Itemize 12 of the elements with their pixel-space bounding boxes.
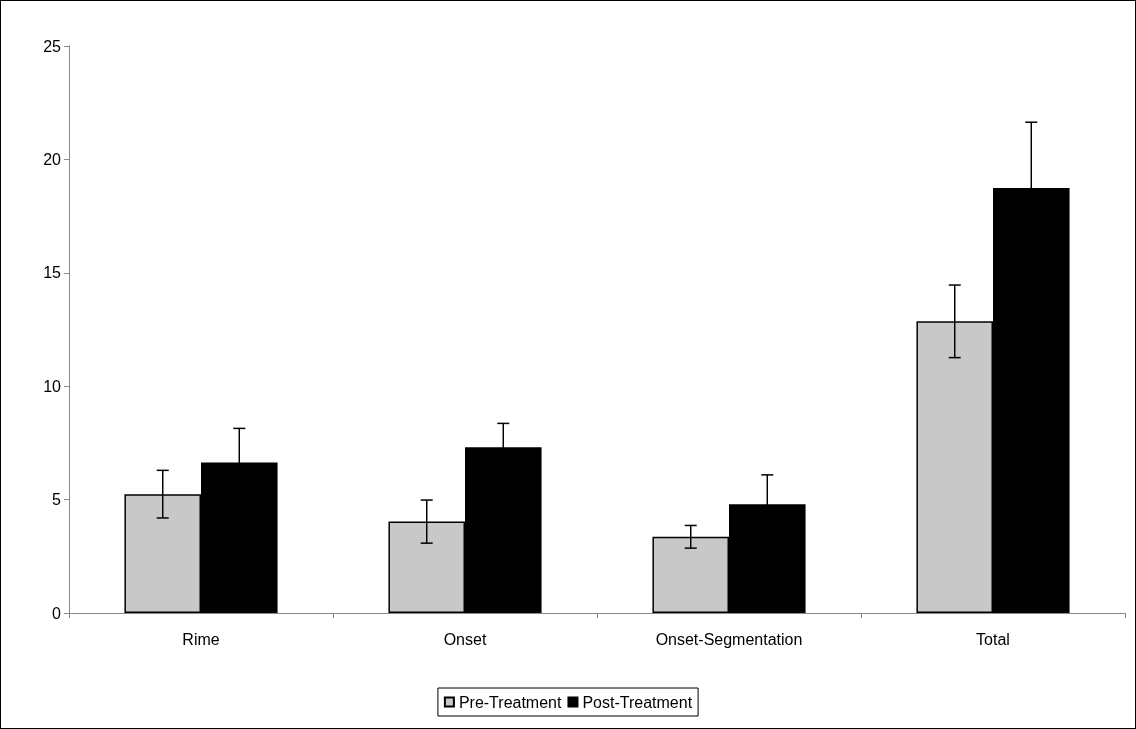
x-tick-label: Onset: [443, 630, 487, 648]
legend-label: Pre-Treatment: [458, 693, 562, 711]
y-tick-label: 20: [43, 150, 62, 168]
y-tick-label: 25: [43, 37, 62, 55]
y-tick-label: 10: [43, 377, 62, 395]
legend-label: Post-Treatment: [582, 693, 693, 711]
x-tick-label: Total: [976, 630, 1010, 648]
x-tick-label: Rime: [182, 630, 220, 648]
x-tick-label: Onset-Segmentation: [655, 630, 803, 648]
y-tick-label: 15: [43, 264, 62, 282]
y-tick-label: 5: [52, 491, 62, 509]
y-tick-label: 0: [52, 604, 62, 622]
